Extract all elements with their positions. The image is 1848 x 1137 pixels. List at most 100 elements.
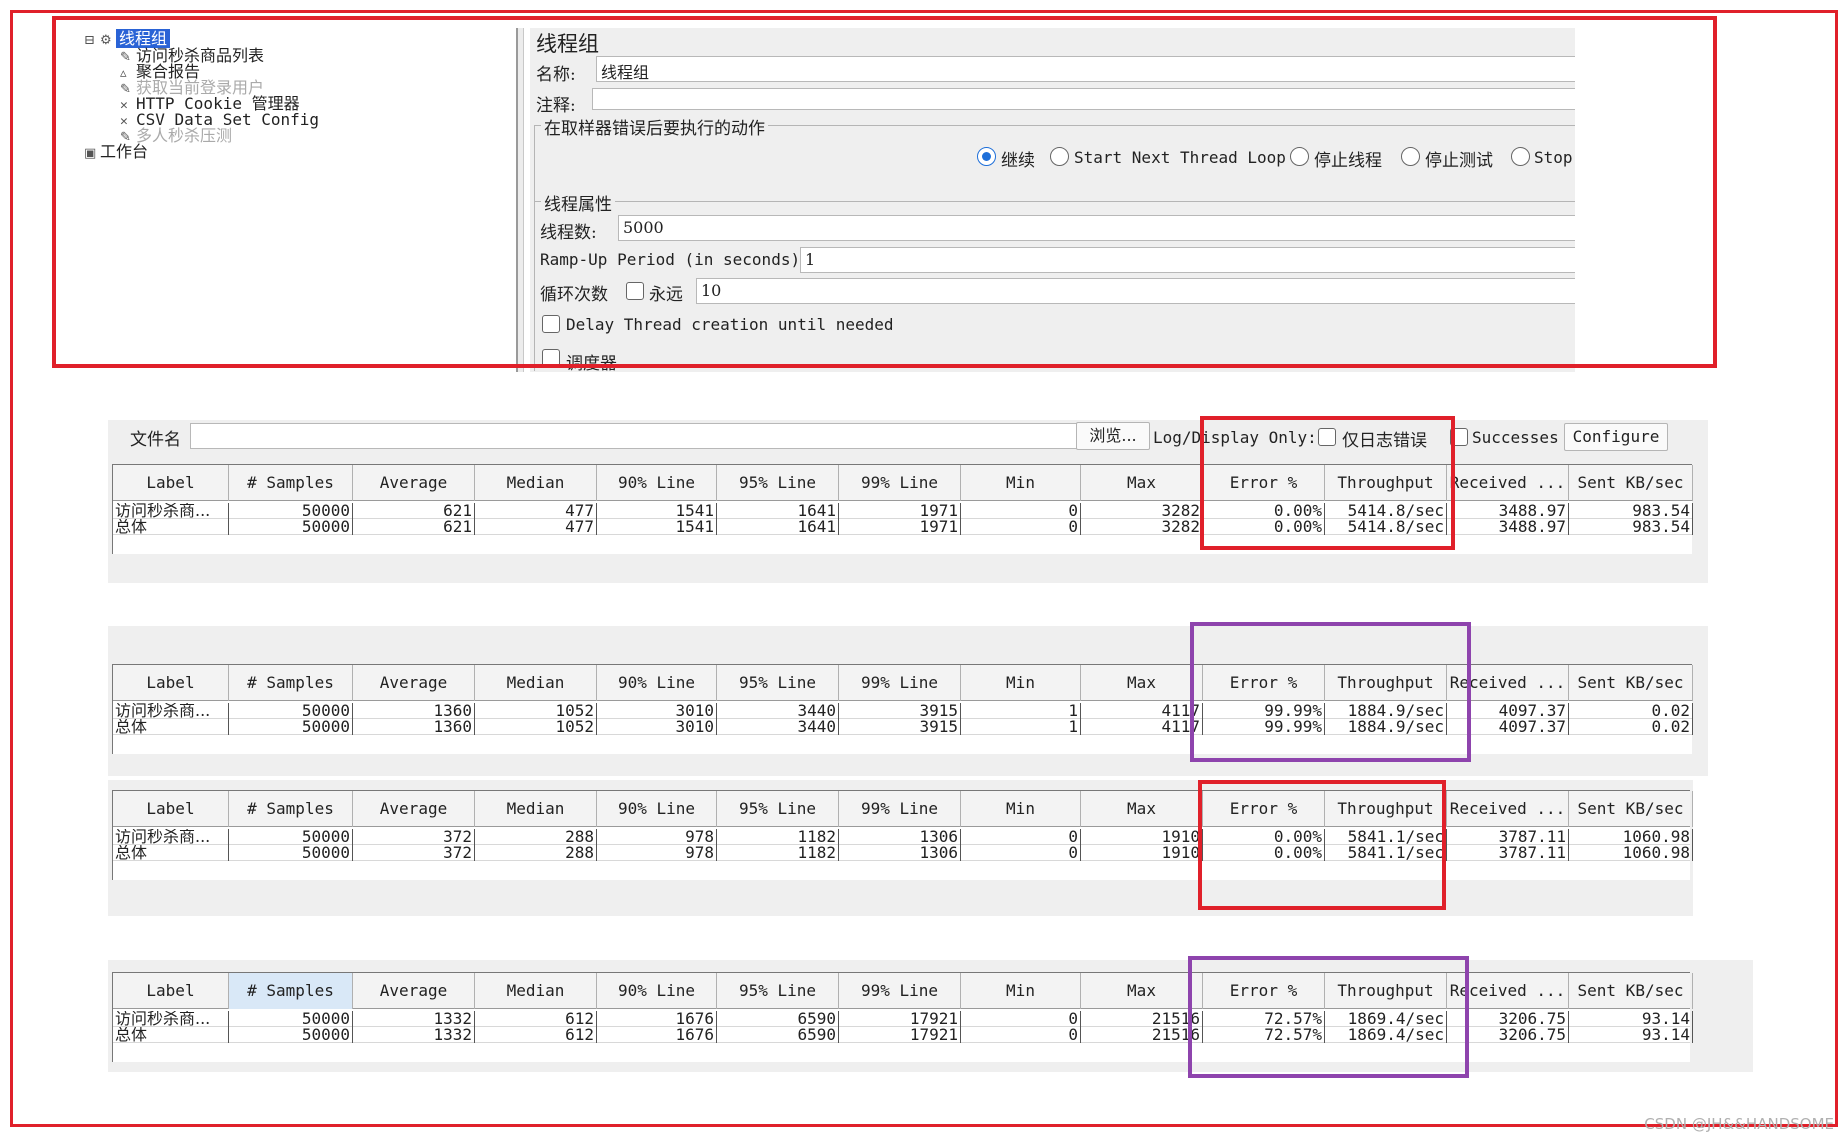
tree-item-report[interactable]: ▵ 聚合报告 — [120, 62, 201, 81]
column-header-max[interactable]: Max — [1081, 791, 1203, 827]
column-header-p95[interactable]: 95% Line — [717, 665, 839, 701]
column-header-label[interactable]: Label — [113, 465, 229, 501]
column-header-label[interactable]: Label — [113, 791, 229, 827]
loop-field[interactable]: 10 — [696, 278, 1575, 304]
tree-item-csv-config[interactable]: ✕ CSV Data Set Config — [120, 110, 320, 129]
table-row[interactable]: 总体 50000 1332 612 1676 6590 17921 0 21516 72.57% 1… — [113, 1027, 1693, 1043]
cell-average: 621 — [353, 503, 475, 519]
column-header-sent[interactable]: Sent KB/sec — [1569, 465, 1693, 501]
column-header-label[interactable]: Label — [113, 665, 229, 701]
cell-p90: 978 — [597, 845, 717, 861]
tree-item-disabled-sampler[interactable]: ✎ 获取当前登录用户 — [120, 78, 265, 97]
results-table: Label # Samples Average Median 90% Line 95% L… — [112, 464, 1693, 554]
collapse-icon[interactable]: ⊟ — [84, 33, 95, 48]
column-header-median[interactable]: Median — [475, 665, 597, 701]
column-header-p95[interactable]: 95% Line — [717, 465, 839, 501]
tree-item-cookie-manager[interactable]: ✕ HTTP Cookie 管理器 — [120, 94, 300, 113]
column-header-p90[interactable]: 90% Line — [597, 791, 717, 827]
column-header-error[interactable]: Error % — [1203, 973, 1325, 1009]
delay-checkbox[interactable] — [542, 315, 560, 333]
pencil-icon: ✎ — [120, 50, 131, 65]
cell-median: 477 — [475, 503, 597, 519]
column-header-p99[interactable]: 99% Line — [839, 665, 961, 701]
column-header-received[interactable]: Received ... — [1447, 665, 1569, 701]
column-header-p99[interactable]: 99% Line — [839, 973, 961, 1009]
forever-checkbox[interactable] — [626, 282, 644, 300]
errors-only-checkbox[interactable] — [1318, 428, 1336, 446]
cell-p90: 3010 — [597, 703, 717, 719]
table-row[interactable]: 总体 50000 372 288 978 1182 1306 0 1910 0.00% 5841.1… — [113, 845, 1693, 861]
tree-item-thread-group[interactable]: ⊟ ⚙ 线程组 — [84, 29, 171, 49]
table-row[interactable]: 访问秒杀商... 50000 1360 1052 3010 3440 3915 1 4117 99… — [113, 703, 1693, 719]
threads-field[interactable]: 5000 — [618, 215, 1575, 241]
column-header-min[interactable]: Min — [961, 973, 1081, 1009]
column-header-p99[interactable]: 99% Line — [839, 465, 961, 501]
column-header-samples[interactable]: # Samples — [229, 465, 353, 501]
cell-sent: 93.14 — [1569, 1027, 1693, 1043]
cell-throughput: 1869.4/sec — [1325, 1027, 1447, 1043]
tree-item-workbench[interactable]: ▣ 工作台 — [84, 142, 149, 161]
pane-splitter[interactable] — [516, 28, 524, 372]
comment-field[interactable] — [592, 88, 1575, 110]
table-row[interactable]: 总体 50000 1360 1052 3010 3440 3915 1 4117 99.99% 18… — [113, 719, 1693, 735]
column-header-median[interactable]: Median — [475, 465, 597, 501]
column-header-average[interactable]: Average — [353, 791, 475, 827]
column-header-error[interactable]: Error % — [1203, 791, 1325, 827]
column-header-median[interactable]: Median — [475, 973, 597, 1009]
column-header-p90[interactable]: 90% Line — [597, 973, 717, 1009]
column-header-max[interactable]: Max — [1081, 973, 1203, 1009]
column-header-label[interactable]: Label — [113, 973, 229, 1009]
cell-p90: 1676 — [597, 1027, 717, 1043]
rampup-field[interactable]: 1 — [800, 247, 1575, 273]
column-header-received[interactable]: Received ... — [1447, 465, 1569, 501]
table-row[interactable]: 总体 50000 621 477 1541 1641 1971 0 3282 0.00% 5414.… — [113, 519, 1693, 535]
column-header-samples[interactable]: # Samples — [229, 973, 353, 1009]
name-field[interactable]: 线程组 — [596, 56, 1575, 82]
column-header-throughput[interactable]: Throughput — [1325, 791, 1447, 827]
column-header-min[interactable]: Min — [961, 791, 1081, 827]
table-row[interactable]: 访问秒杀商... 50000 1332 612 1676 6590 17921 0 21516 7… — [113, 1011, 1693, 1027]
column-header-max[interactable]: Max — [1081, 465, 1203, 501]
cell-p90: 3010 — [597, 719, 717, 735]
tree-item-sampler[interactable]: ✎ 访问秒杀商品列表 — [120, 46, 265, 65]
tree-item-disabled-test[interactable]: ✎ 多人秒杀压测 — [120, 126, 233, 145]
column-header-p95[interactable]: 95% Line — [717, 791, 839, 827]
column-header-average[interactable]: Average — [353, 465, 475, 501]
column-header-error[interactable]: Error % — [1203, 465, 1325, 501]
column-header-p95[interactable]: 95% Line — [717, 973, 839, 1009]
radio-stop-thread[interactable] — [1290, 147, 1309, 166]
column-header-max[interactable]: Max — [1081, 665, 1203, 701]
column-header-samples[interactable]: # Samples — [229, 665, 353, 701]
column-header-min[interactable]: Min — [961, 665, 1081, 701]
radio-stop-test[interactable] — [1401, 147, 1420, 166]
column-header-median[interactable]: Median — [475, 791, 597, 827]
column-header-sent[interactable]: Sent KB/sec — [1569, 791, 1693, 827]
filename-field[interactable] — [190, 423, 1078, 449]
cell-samples: 50000 — [229, 503, 353, 519]
error-action-group: 在取样器错误后要执行的动作 — [534, 114, 1575, 205]
column-header-p99[interactable]: 99% Line — [839, 791, 961, 827]
column-header-received[interactable]: Received ... — [1447, 791, 1569, 827]
column-header-sent[interactable]: Sent KB/sec — [1569, 973, 1693, 1009]
column-header-samples[interactable]: # Samples — [229, 791, 353, 827]
radio-next-loop[interactable] — [1050, 147, 1069, 166]
column-header-sent[interactable]: Sent KB/sec — [1569, 665, 1693, 701]
radio-continue[interactable] — [977, 147, 996, 166]
column-header-average[interactable]: Average — [353, 665, 475, 701]
cell-median: 612 — [475, 1027, 597, 1043]
table-row[interactable]: 访问秒杀商... 50000 372 288 978 1182 1306 0 1910 0.00%… — [113, 829, 1693, 845]
column-header-p90[interactable]: 90% Line — [597, 665, 717, 701]
column-header-p90[interactable]: 90% Line — [597, 465, 717, 501]
column-header-throughput[interactable]: Throughput — [1325, 973, 1447, 1009]
table-row[interactable]: 访问秒杀商... 50000 621 477 1541 1641 1971 0 3282 0.00… — [113, 503, 1693, 519]
browse-button[interactable]: 浏览... — [1076, 422, 1150, 450]
column-header-received[interactable]: Received ... — [1447, 973, 1569, 1009]
configure-button[interactable]: Configure — [1564, 423, 1668, 451]
column-header-throughput[interactable]: Throughput — [1325, 465, 1447, 501]
column-header-min[interactable]: Min — [961, 465, 1081, 501]
column-header-average[interactable]: Average — [353, 973, 475, 1009]
column-header-throughput[interactable]: Throughput — [1325, 665, 1447, 701]
column-header-error[interactable]: Error % — [1203, 665, 1325, 701]
watermark: CSDN @JH&&HANDSOME — [1644, 1115, 1834, 1133]
radio-stop-now[interactable] — [1511, 147, 1530, 166]
